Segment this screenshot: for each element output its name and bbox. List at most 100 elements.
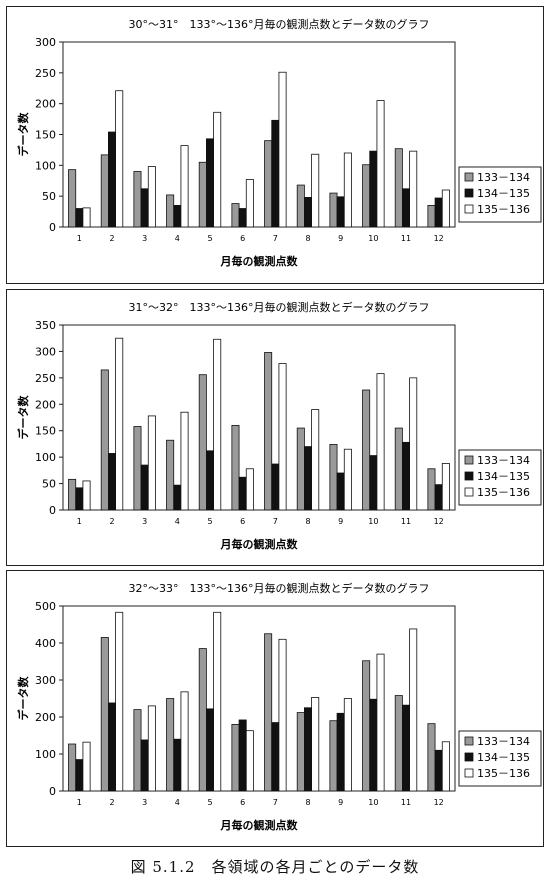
bar — [205, 708, 214, 792]
bar — [238, 719, 247, 792]
x-tick-label: 8 — [305, 517, 310, 526]
bar — [115, 90, 124, 228]
bar — [115, 337, 124, 511]
chart-title: 31°～32° 133°～136°月毎の観測点数とデータ数のグラフ — [129, 300, 430, 314]
bar — [205, 450, 214, 511]
bar — [213, 338, 222, 511]
bar — [409, 377, 418, 511]
bar — [434, 484, 443, 511]
bar — [231, 203, 240, 228]
bar — [147, 166, 156, 228]
bar — [376, 653, 385, 792]
legend-swatch — [464, 752, 474, 762]
bar — [441, 189, 450, 228]
bar — [329, 192, 338, 228]
bar — [311, 153, 320, 228]
x-tick-label: 9 — [338, 517, 343, 526]
legend-swatch — [464, 768, 474, 778]
y-axis-label: データ数 — [16, 676, 30, 721]
bar — [173, 484, 182, 511]
x-tick-label: 7 — [273, 798, 278, 807]
x-tick-label: 11 — [401, 234, 411, 243]
bar — [108, 702, 117, 792]
bar — [427, 468, 436, 511]
x-tick-label: 11 — [401, 798, 411, 807]
bar — [369, 150, 378, 228]
bar — [343, 448, 352, 511]
y-tick-label: 200 — [35, 711, 56, 724]
bar — [140, 464, 149, 511]
bar — [147, 705, 156, 792]
legend-label: 134－135 — [477, 751, 530, 764]
chart-svg: 31°～32° 133°～136°月毎の観測点数とデータ数のグラフ 0 50 100 1… — [16, 300, 542, 551]
x-tick-label: 2 — [109, 517, 114, 526]
bar — [115, 611, 124, 792]
bar — [231, 723, 240, 792]
bar — [75, 208, 84, 228]
bar — [303, 446, 312, 511]
bar — [166, 698, 175, 792]
bar — [394, 695, 403, 792]
legend-label: 135－136 — [477, 203, 530, 216]
bar — [133, 171, 142, 228]
y-tick-label: 0 — [49, 504, 56, 517]
legend-label: 135－136 — [477, 767, 530, 780]
bar — [180, 145, 189, 228]
y-tick-label: 50 — [42, 478, 56, 491]
bar — [166, 439, 175, 511]
bar — [409, 150, 418, 228]
bar — [296, 184, 305, 228]
y-tick-label: 150 — [35, 129, 56, 142]
chart-panel-2: 31°～32° 133°～136°月毎の観測点数とデータ数のグラフ 0 50 100 1… — [6, 289, 544, 566]
bar — [68, 169, 77, 228]
x-tick-label: 9 — [338, 234, 343, 243]
bar — [376, 373, 385, 511]
bar — [180, 411, 189, 511]
bar — [166, 194, 175, 228]
x-tick-label: 3 — [142, 798, 147, 807]
x-tick-label: 1 — [77, 234, 82, 243]
bar — [198, 648, 207, 792]
x-axis-label: 月毎の観測点数 — [220, 254, 299, 268]
x-tick-label: 6 — [240, 234, 245, 243]
legend-label: 133－134 — [477, 171, 530, 184]
bar — [336, 712, 345, 792]
bar — [100, 369, 109, 511]
x-tick-label: 4 — [175, 517, 180, 526]
bar — [369, 455, 378, 511]
y-axis-label: データ数 — [16, 112, 30, 157]
bar — [213, 611, 222, 792]
bar — [173, 738, 182, 792]
x-tick-label: 4 — [175, 234, 180, 243]
bar — [140, 739, 149, 792]
y-tick-label: 250 — [35, 372, 56, 385]
x-tick-label: 5 — [207, 798, 212, 807]
bar — [303, 196, 312, 228]
bar — [213, 111, 222, 228]
bar — [434, 749, 443, 792]
bar — [140, 188, 149, 228]
legend-swatch — [464, 204, 474, 214]
chart-panel-3: 32°～33° 133°～136°月毎の観測点数とデータ数のグラフ 0 100 200… — [6, 570, 544, 847]
legend-label: 133－134 — [477, 735, 530, 748]
bar — [329, 444, 338, 511]
x-tick-label: 4 — [175, 798, 180, 807]
x-tick-label: 8 — [305, 234, 310, 243]
y-axis-label: データ数 — [16, 395, 30, 440]
y-tick-label: 0 — [49, 785, 56, 798]
x-tick-label: 12 — [434, 798, 444, 807]
figure-caption: 図 5.1.2 各領域の各月ごとのデータ数 — [130, 858, 420, 876]
x-tick-label: 6 — [240, 517, 245, 526]
bar — [108, 131, 117, 228]
bar — [343, 698, 352, 792]
bar — [133, 426, 142, 511]
bar — [68, 743, 77, 792]
bar — [198, 374, 207, 511]
bar — [100, 154, 109, 228]
x-tick-label: 8 — [305, 798, 310, 807]
bar — [427, 723, 436, 792]
y-tick-label: 300 — [35, 345, 56, 358]
bar — [264, 352, 273, 511]
y-tick-label: 200 — [35, 398, 56, 411]
bar — [401, 704, 410, 792]
